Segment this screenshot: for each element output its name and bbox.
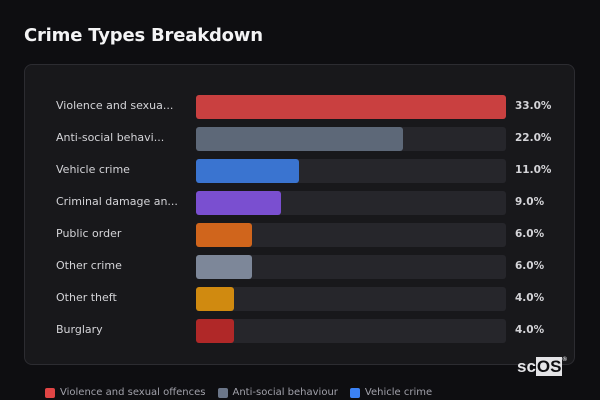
- bar-track: [196, 255, 506, 279]
- bar[interactable]: [196, 127, 403, 151]
- bar-row: Burglary 4.0%: [25, 319, 574, 343]
- category-label: Criminal damage an...: [56, 195, 178, 208]
- legend-swatch: [45, 387, 55, 398]
- legend-label: Violence and sexual offences: [60, 387, 206, 398]
- logo-text-box: OS: [535, 357, 563, 376]
- bar-track: [196, 127, 506, 151]
- legend-item[interactable]: Violence and sexual offences: [45, 387, 206, 398]
- bar-track: [196, 223, 506, 247]
- category-label: Other crime: [56, 259, 122, 272]
- chart-title: Crime Types Breakdown: [24, 25, 263, 46]
- logo-registered-mark: ®: [562, 357, 567, 363]
- legend-item[interactable]: Anti-social behaviour: [217, 387, 338, 398]
- bar-row: Vehicle crime 11.0%: [25, 159, 574, 183]
- bar-row: Anti-social behavi... 22.0%: [25, 127, 574, 151]
- bar[interactable]: [196, 191, 281, 215]
- bar[interactable]: [196, 223, 253, 247]
- legend-label: Vehicle crime: [364, 387, 433, 398]
- value-label: 6.0%: [515, 260, 545, 272]
- bar-track: [196, 191, 506, 215]
- chart-card: Violence and sexua... 33.0% Anti-social b…: [24, 64, 575, 365]
- legend: Violence and sexual offences Anti-social …: [45, 387, 432, 398]
- bar[interactable]: [196, 95, 506, 119]
- value-label: 9.0%: [515, 196, 545, 208]
- bar-row: Other theft 4.0%: [25, 287, 574, 311]
- value-label: 4.0%: [515, 292, 545, 304]
- bar-row: Criminal damage an... 9.0%: [25, 191, 574, 215]
- category-label: Burglary: [56, 323, 103, 336]
- category-label: Anti-social behavi...: [56, 131, 165, 144]
- bar-row: Other crime 6.0%: [25, 255, 574, 279]
- bar-track: [196, 159, 506, 183]
- bar-row: Public order 6.0%: [25, 223, 574, 247]
- logo-text: sc: [517, 357, 536, 376]
- value-label: 6.0%: [515, 228, 545, 240]
- category-label: Other theft: [56, 291, 117, 304]
- value-label: 22.0%: [515, 132, 552, 144]
- bar-track: [196, 95, 506, 119]
- legend-swatch: [217, 387, 228, 398]
- bar[interactable]: [196, 159, 300, 183]
- bar-track: [196, 319, 506, 343]
- category-label: Vehicle crime: [56, 163, 130, 176]
- bar-track: [196, 287, 506, 311]
- value-label: 33.0%: [515, 100, 552, 112]
- bar[interactable]: [196, 255, 253, 279]
- bar[interactable]: [196, 319, 234, 343]
- bar-row: Violence and sexua... 33.0%: [25, 95, 574, 119]
- value-label: 4.0%: [515, 324, 545, 336]
- category-label: Public order: [56, 227, 122, 240]
- value-label: 11.0%: [515, 164, 552, 176]
- legend-swatch: [349, 387, 360, 398]
- category-label: Violence and sexua...: [56, 99, 174, 112]
- legend-label: Anti-social behaviour: [232, 387, 338, 398]
- legend-item[interactable]: Vehicle crime: [349, 387, 433, 398]
- bar[interactable]: [196, 287, 234, 311]
- scos-logo: scOS®: [517, 357, 567, 377]
